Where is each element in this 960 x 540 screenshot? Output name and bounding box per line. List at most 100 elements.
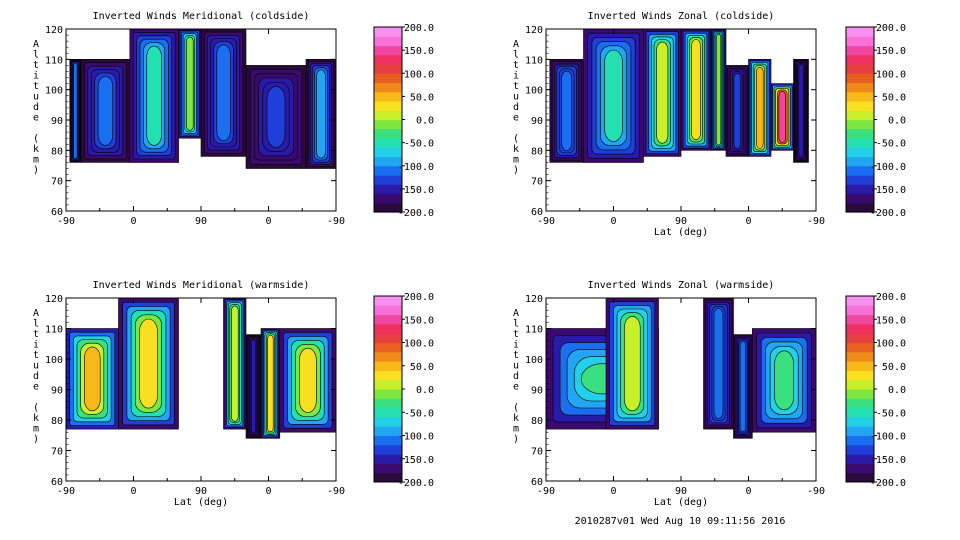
colorbar-swatch — [374, 296, 402, 306]
colorbar-swatch — [374, 202, 402, 213]
colorbar-tick-label: 200.0 — [404, 23, 434, 34]
contour-band — [316, 69, 326, 159]
data-region — [680, 28, 712, 151]
contour-band — [774, 350, 794, 411]
y-tick-label: 80 — [51, 146, 63, 157]
y-tick-label: 110 — [45, 55, 63, 66]
x-axis-label: Lat (deg) — [654, 227, 708, 238]
colorbar: 200.0 150.0 100.0 50.0 0.0 -50.0 -100.0 -150.0 -… — [373, 23, 434, 219]
colorbar-swatch — [374, 138, 402, 148]
colorbar-tick-label: 100.0 — [876, 69, 906, 80]
y-tick-label: 120 — [525, 294, 543, 305]
colorbar-swatch — [374, 54, 402, 65]
x-tick-label: 90 — [195, 216, 207, 227]
colorbar-swatch — [374, 27, 402, 37]
colorbar-swatch — [374, 101, 402, 111]
colorbar-tick-label: -200.0 — [870, 208, 906, 219]
contour-band — [778, 91, 787, 143]
colorbar-swatch — [374, 147, 402, 158]
colorbar-tick-label: -50.0 — [404, 408, 434, 419]
x-tick-label: -90 — [807, 216, 825, 227]
data-region — [751, 328, 817, 433]
colorbar-swatch — [846, 165, 874, 176]
colorbar-swatch — [374, 407, 402, 418]
colorbar-tick-label: 0.0 — [888, 385, 906, 396]
contour-band — [798, 64, 804, 158]
colorbar-tick-label: 50.0 — [410, 362, 434, 373]
y-tick-label: 80 — [531, 146, 543, 157]
colorbar-swatch — [846, 128, 874, 139]
contour-band — [624, 316, 641, 412]
x-tick-label: 0 — [745, 486, 751, 497]
contour-band — [266, 86, 286, 148]
contour-band — [97, 76, 113, 146]
colorbar-swatch — [374, 305, 402, 316]
panel-zonal-warmside: Inverted Winds Zonal (warmside) -90 0 90 0 -9… — [513, 280, 906, 508]
y-tick-label: 70 — [51, 447, 63, 458]
x-tick-label: 0 — [130, 486, 136, 497]
colorbar-swatch — [374, 45, 402, 56]
colorbar-swatch — [846, 435, 874, 446]
data-region — [80, 58, 131, 163]
colorbar-tick-label: 200.0 — [876, 23, 906, 34]
colorbar-swatch — [374, 73, 402, 84]
colorbar-swatch — [846, 305, 874, 316]
x-tick-label: -90 — [537, 486, 555, 497]
colorbar-swatch — [374, 36, 402, 47]
x-tick-label: 0 — [610, 216, 616, 227]
y-tick-label: 100 — [45, 86, 63, 97]
contour-band — [713, 308, 724, 419]
y-tick-label: 120 — [45, 25, 63, 36]
y-tick-label: 120 — [45, 294, 63, 305]
colorbar-swatch — [374, 91, 402, 102]
contour-band — [656, 41, 669, 144]
colorbar-tick-label: 150.0 — [404, 46, 434, 57]
y-tick-label: 120 — [525, 25, 543, 36]
data-region — [710, 28, 727, 151]
colorbar-swatch — [374, 82, 402, 93]
y-tick-label: 110 — [45, 325, 63, 336]
colorbar-swatch — [846, 73, 874, 84]
colorbar-swatch — [846, 147, 874, 158]
contour-band — [231, 305, 239, 422]
y-tick-label: 90 — [51, 386, 63, 397]
y-tick-label: 60 — [531, 477, 543, 488]
colorbar-swatch — [846, 454, 874, 464]
contour-band — [715, 33, 722, 146]
colorbar-tick-label: -200.0 — [398, 478, 434, 489]
colorbar-swatch — [374, 361, 402, 371]
data-region — [549, 58, 584, 163]
y-tick-label: 70 — [531, 447, 543, 458]
colorbar-tick-label: -150.0 — [870, 185, 906, 196]
colorbar-tick-label: -150.0 — [870, 455, 906, 466]
x-tick-label: 90 — [675, 216, 687, 227]
colorbar-tick-label: -200.0 — [398, 208, 434, 219]
x-tick-label: 90 — [675, 486, 687, 497]
colorbar-swatch — [374, 64, 402, 74]
data-region — [200, 28, 247, 157]
contour-band — [84, 346, 101, 412]
colorbar-tick-label: 0.0 — [416, 116, 434, 127]
colorbar-swatch — [374, 444, 402, 455]
contour-band — [186, 36, 194, 131]
y-tick-label: 90 — [531, 116, 543, 127]
colorbar: 200.0 150.0 100.0 50.0 0.0 -50.0 -100.0 -150.0 -… — [845, 292, 906, 489]
y-tick-label: 60 — [51, 477, 63, 488]
x-axis-label: Lat (deg) — [174, 497, 228, 508]
colorbar-tick-label: 0.0 — [888, 116, 906, 127]
data-region — [748, 58, 772, 157]
colorbar-tick-label: 50.0 — [882, 362, 906, 373]
colorbar: 200.0 150.0 100.0 50.0 0.0 -50.0 -100.0 -150.0 -… — [373, 292, 434, 489]
colorbar-tick-label: -50.0 — [876, 408, 906, 419]
y-tick-label: 110 — [525, 325, 543, 336]
y-tick-label: 100 — [45, 355, 63, 366]
colorbar-swatch — [846, 193, 874, 204]
x-tick-label: 0 — [610, 486, 616, 497]
colorbar-swatch — [374, 463, 402, 474]
data-region — [178, 28, 202, 139]
colorbar-swatch — [374, 110, 402, 121]
colorbar-swatch — [374, 193, 402, 204]
